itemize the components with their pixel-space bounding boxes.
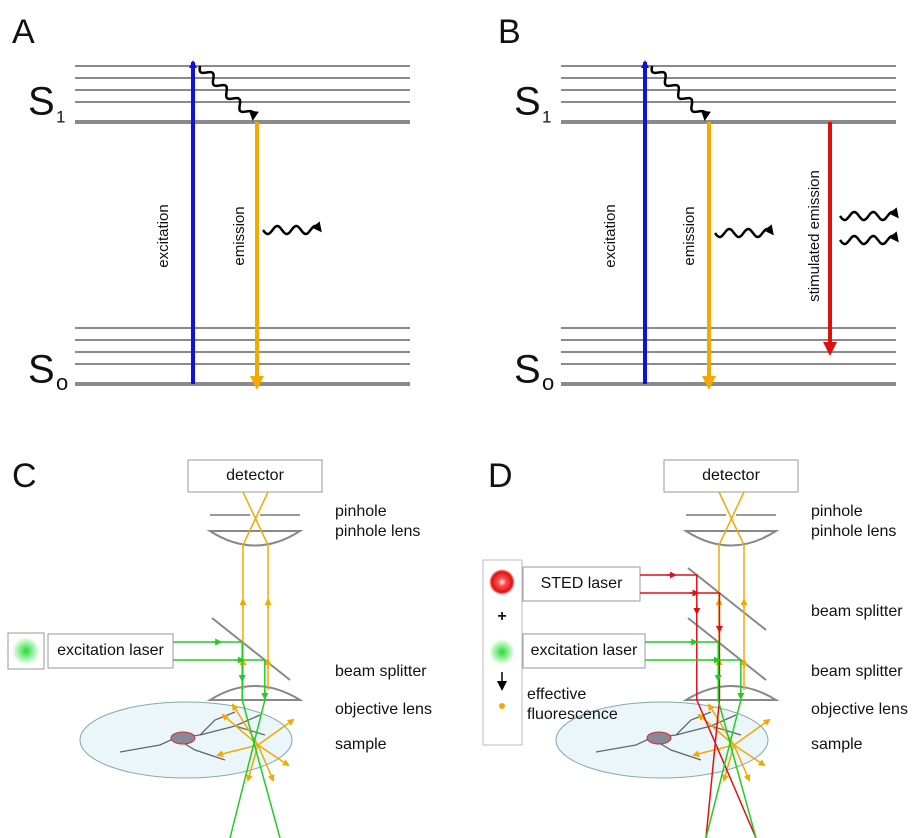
legend-label: effective	[527, 686, 586, 703]
laser-icon	[12, 637, 40, 665]
level-symbol: S	[514, 348, 541, 392]
level-symbol: S	[514, 80, 541, 124]
component-label: sample	[335, 736, 387, 753]
beam-splitter	[688, 618, 766, 680]
sted-icon	[489, 569, 515, 595]
photon-wave	[840, 212, 897, 220]
transition-label: stimulated emission	[806, 170, 823, 302]
beam-splitter	[688, 568, 766, 630]
photon-wave	[840, 236, 897, 244]
component-label: sample	[811, 736, 863, 753]
component-label: beam splitter	[811, 603, 903, 620]
pinhole-lens	[686, 531, 776, 546]
cell-body	[171, 732, 195, 744]
component-label: pinhole lens	[335, 523, 420, 540]
photon-wave	[263, 226, 320, 234]
level-subscript: o	[542, 370, 554, 395]
objective-lens	[686, 686, 776, 700]
panel-label: D	[488, 457, 513, 495]
excitation-icon	[489, 639, 515, 665]
component-label: pinhole lens	[811, 523, 896, 540]
level-subscript: o	[56, 370, 68, 395]
laser-label: STED laser	[541, 575, 623, 592]
component-label: pinhole	[811, 503, 863, 520]
detector-label: detector	[702, 467, 760, 484]
transition-label: emission	[231, 206, 248, 265]
component-label: beam splitter	[811, 663, 903, 680]
panel-label: A	[12, 13, 35, 51]
panel-label: B	[498, 13, 521, 51]
panel-label: C	[12, 457, 37, 495]
level-symbol: S	[28, 80, 55, 124]
laser-label: excitation laser	[57, 642, 164, 659]
pinhole-lens	[210, 531, 300, 546]
level-subscript: 1	[542, 107, 551, 126]
beam-splitter	[212, 618, 290, 680]
component-label: objective lens	[811, 701, 908, 718]
legend-plus: +	[497, 608, 506, 625]
detector-label: detector	[226, 467, 284, 484]
objective-lens	[210, 686, 300, 700]
transition-label: excitation	[602, 204, 619, 267]
photon-wave	[652, 66, 706, 118]
photon-wave	[200, 66, 254, 118]
component-label: objective lens	[335, 701, 432, 718]
transition-label: excitation	[155, 204, 172, 267]
cell-body	[647, 732, 671, 744]
photon-wave	[715, 229, 772, 237]
fluorescence-icon	[499, 703, 505, 709]
transition-label: emission	[681, 206, 698, 265]
level-subscript: 1	[56, 107, 65, 126]
legend-label: fluorescence	[527, 706, 618, 723]
laser-label: excitation laser	[531, 642, 638, 659]
level-symbol: S	[28, 348, 55, 392]
figure: AS1SoexcitationemissionBS1Soexcitationem…	[0, 0, 920, 838]
component-label: beam splitter	[335, 663, 427, 680]
component-label: pinhole	[335, 503, 387, 520]
